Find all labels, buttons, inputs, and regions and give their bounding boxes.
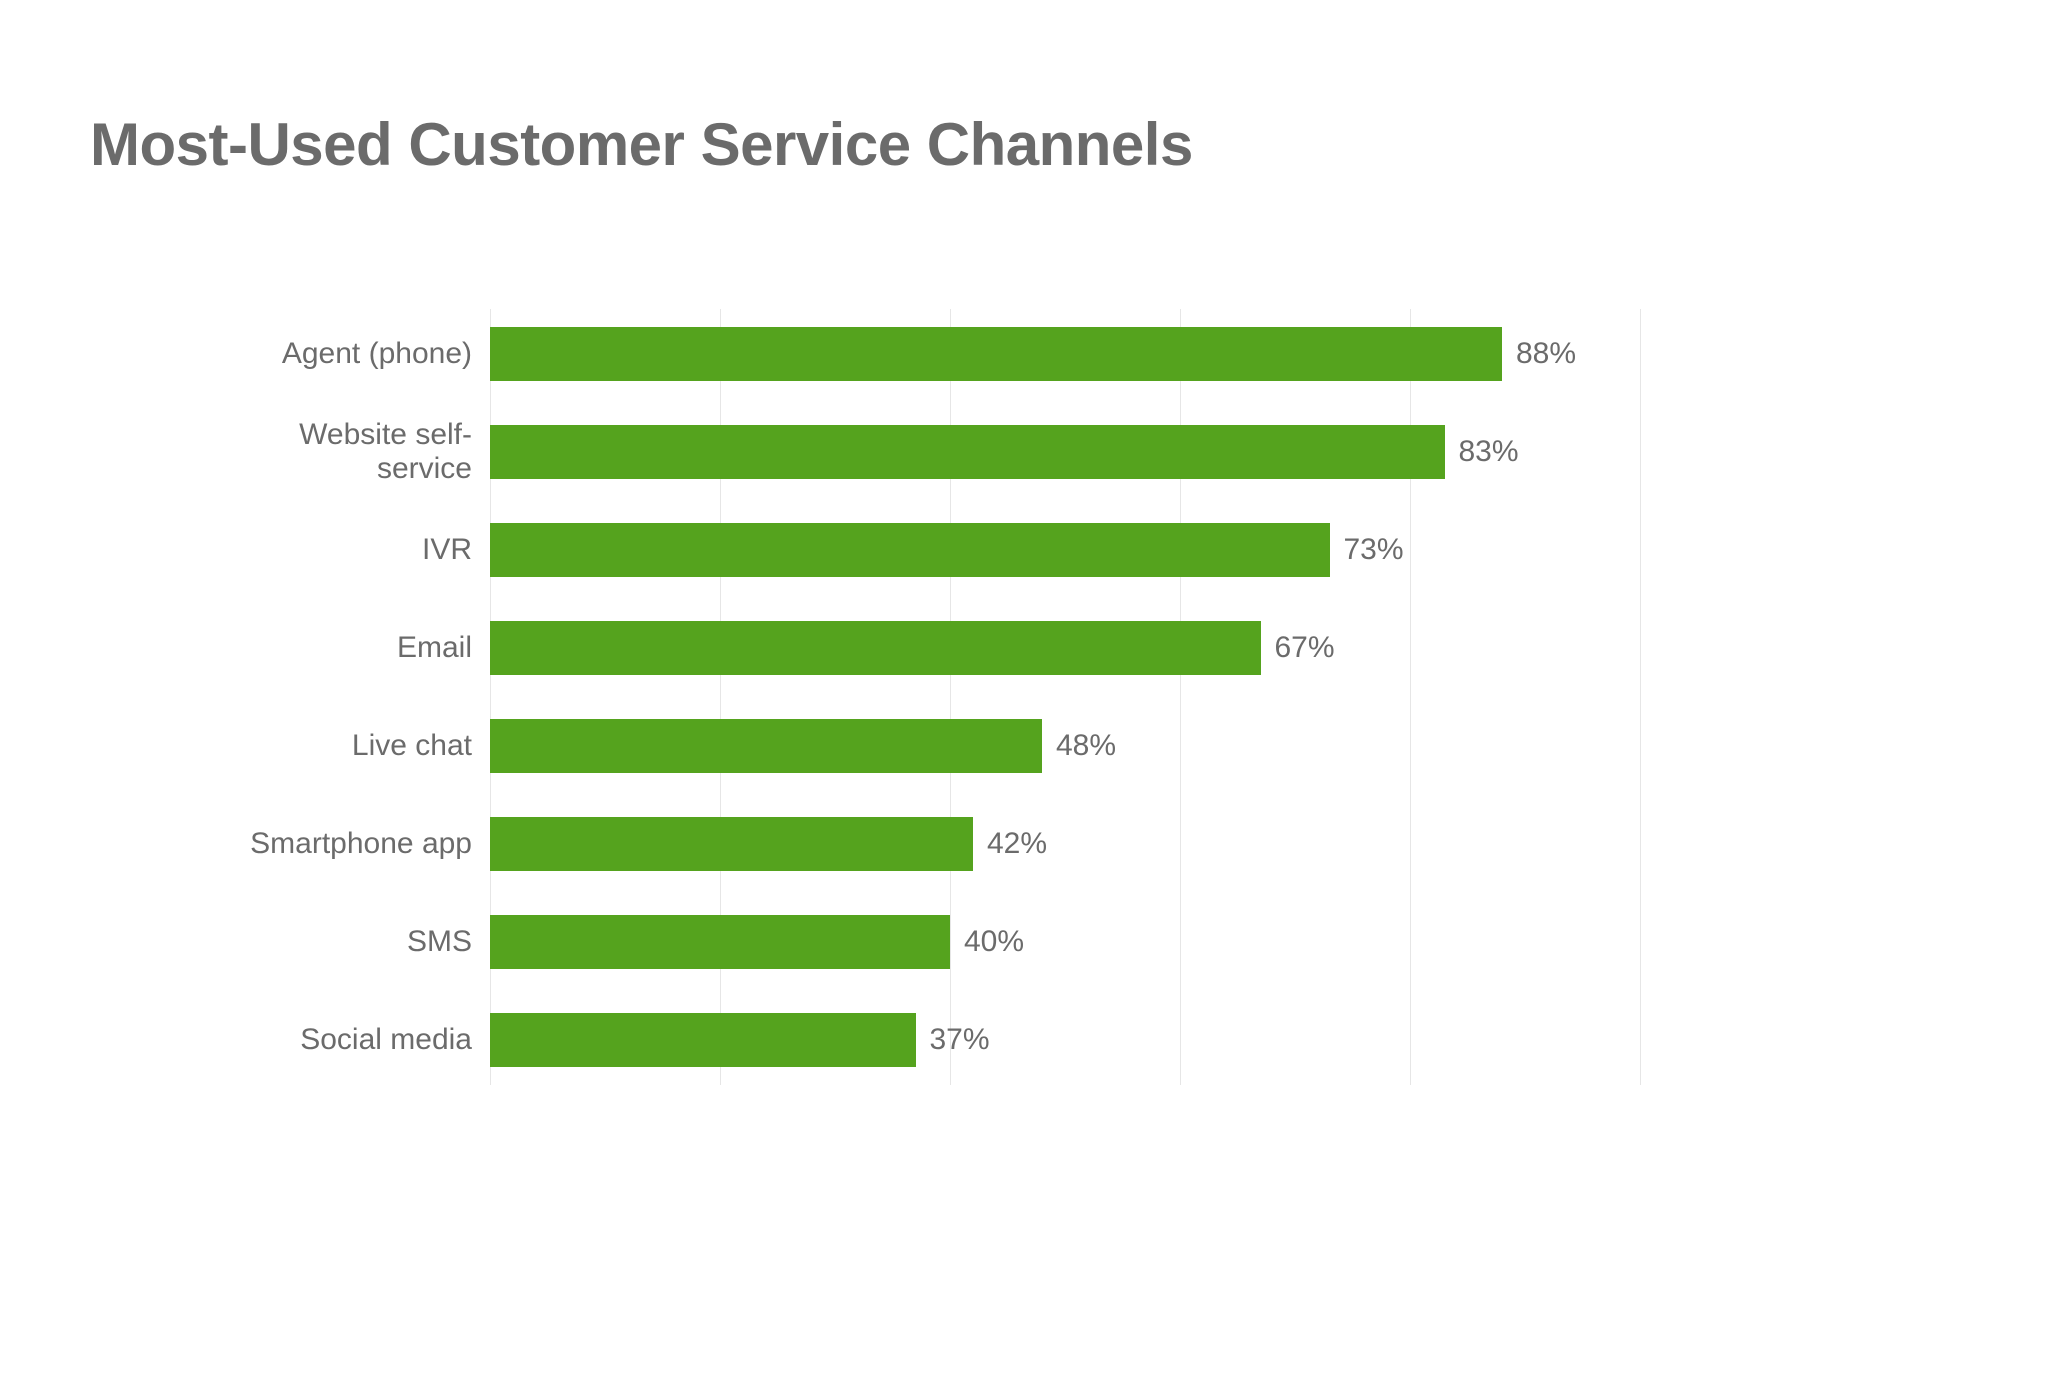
chart-title: Most-Used Customer Service Channels: [90, 110, 1980, 179]
value-label: 83%: [1459, 435, 1519, 469]
value-label: 48%: [1056, 729, 1116, 763]
bar: 88%: [490, 327, 1502, 381]
chart-page: Most-Used Customer Service Channels Agen…: [0, 0, 2070, 1393]
bar-cell: 73%: [490, 523, 1640, 577]
chart-row: Email67%: [240, 613, 1640, 683]
bar-cell: 42%: [490, 817, 1640, 871]
category-label: Email: [240, 631, 490, 665]
value-label: 37%: [930, 1023, 990, 1057]
category-label: Social media: [240, 1023, 490, 1057]
category-label: Agent (phone): [240, 337, 490, 371]
category-label: SMS: [240, 925, 490, 959]
bar-cell: 40%: [490, 915, 1640, 969]
value-label: 88%: [1516, 337, 1576, 371]
bar: 83%: [490, 425, 1445, 479]
chart-row: Smartphone app42%: [240, 809, 1640, 879]
category-label: Smartphone app: [240, 827, 490, 861]
value-label: 42%: [987, 827, 1047, 861]
chart-container: Agent (phone)88%Website self-service83%I…: [240, 319, 1640, 1075]
category-label: IVR: [240, 533, 490, 567]
bar: 73%: [490, 523, 1330, 577]
chart-plot: Agent (phone)88%Website self-service83%I…: [240, 319, 1640, 1075]
value-label: 40%: [964, 925, 1024, 959]
bar-cell: 48%: [490, 719, 1640, 773]
category-label: Website self-service: [240, 418, 490, 486]
category-label: Live chat: [240, 729, 490, 763]
chart-row: Live chat48%: [240, 711, 1640, 781]
chart-row: Website self-service83%: [240, 417, 1640, 487]
bar: 42%: [490, 817, 973, 871]
value-label: 73%: [1344, 533, 1404, 567]
bar: 40%: [490, 915, 950, 969]
chart-row: Agent (phone)88%: [240, 319, 1640, 389]
value-label: 67%: [1275, 631, 1335, 665]
chart-row: SMS40%: [240, 907, 1640, 977]
chart-row: Social media37%: [240, 1005, 1640, 1075]
bar-cell: 37%: [490, 1013, 1640, 1067]
chart-row: IVR73%: [240, 515, 1640, 585]
bar: 67%: [490, 621, 1261, 675]
bar-cell: 67%: [490, 621, 1640, 675]
gridline: [1640, 309, 1641, 1085]
bar-cell: 88%: [490, 327, 1640, 381]
bar: 48%: [490, 719, 1042, 773]
bar: 37%: [490, 1013, 916, 1067]
bar-cell: 83%: [490, 425, 1640, 479]
